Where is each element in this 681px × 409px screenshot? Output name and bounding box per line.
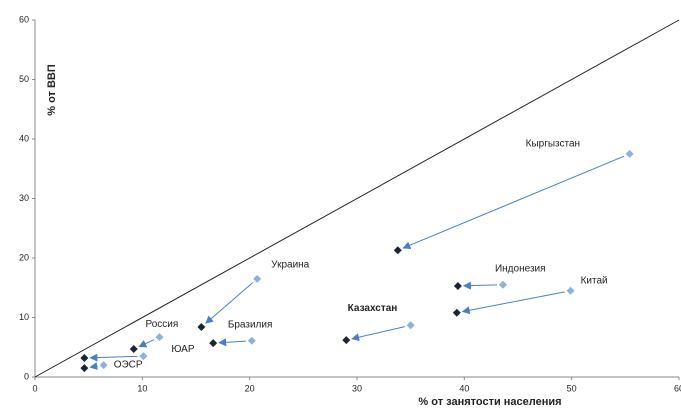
point (209, 339, 218, 348)
y-axis-label: % от ВВП (46, 64, 58, 116)
point (99, 361, 108, 370)
point (253, 274, 262, 283)
x-tick-label: 40 (459, 383, 469, 393)
point (139, 352, 148, 361)
y-tick-label: 10 (19, 312, 29, 322)
y-tick-label: 0 (24, 371, 29, 381)
arrow (89, 353, 138, 362)
point-label: ОЭСР (114, 360, 143, 371)
arrow (89, 362, 98, 371)
x-axis-label: % от занятости населения (418, 396, 561, 408)
arrow (218, 338, 246, 347)
point (80, 364, 89, 373)
point (342, 336, 351, 345)
diagonal-line (34, 19, 680, 378)
point (453, 281, 462, 290)
point (247, 336, 256, 345)
point-label: Китай (581, 275, 608, 286)
point-label: Бразилия (228, 319, 273, 330)
point (80, 353, 89, 362)
point-label: Казахстан (348, 303, 398, 314)
x-tick-label: 50 (567, 383, 577, 393)
y-tick-label: 60 (19, 14, 29, 24)
point (625, 149, 634, 158)
arrow (461, 291, 565, 315)
point (197, 323, 206, 332)
point-label: Индонезия (495, 263, 546, 274)
y-tick-label: 40 (19, 133, 29, 143)
x-tick-label: 0 (32, 383, 37, 393)
x-tick-label: 60 (674, 383, 681, 393)
y-tick-label: 20 (19, 252, 29, 262)
point-label: ЮАР (171, 344, 194, 355)
point (498, 280, 507, 289)
arrow (138, 339, 155, 348)
point (129, 345, 138, 354)
arrow (351, 326, 405, 342)
point-label: Украина (271, 259, 310, 270)
point (406, 321, 415, 330)
x-tick-label: 30 (352, 383, 362, 393)
arrow (205, 282, 253, 324)
point (566, 286, 575, 295)
point (155, 333, 164, 342)
point-label: Россия (146, 319, 179, 330)
x-tick-label: 10 (137, 383, 147, 393)
point (452, 308, 461, 317)
point-label: Кыргызстан (526, 139, 580, 150)
x-tick-label: 20 (245, 383, 255, 393)
point (393, 246, 402, 255)
arrow (402, 155, 625, 249)
arrow (462, 281, 497, 290)
y-tick-label: 30 (19, 193, 29, 203)
y-tick-label: 50 (19, 74, 29, 84)
